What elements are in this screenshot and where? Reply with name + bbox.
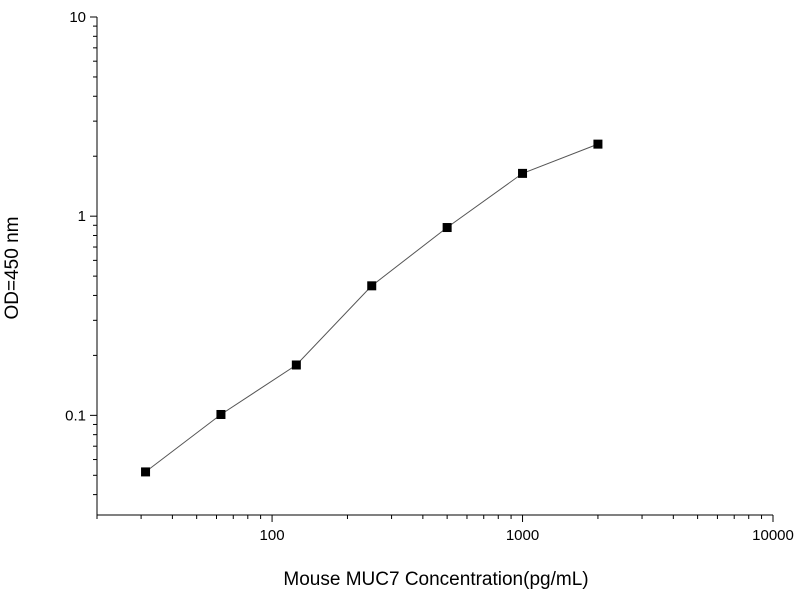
y-axis-title: OD=450 nm bbox=[2, 217, 23, 320]
x-tick-label: 10000 bbox=[752, 527, 794, 544]
y-tick-label: 10 bbox=[69, 9, 86, 26]
data-point bbox=[216, 409, 226, 419]
x-axis-title: Mouse MUC7 Concentration(pg/mL) bbox=[283, 569, 588, 590]
plot-area: 100 1000 10000 0.1 1 10 bbox=[65, 9, 794, 544]
y-axis-ticks: 0.1 1 10 bbox=[65, 9, 97, 496]
x-tick-label: 100 bbox=[260, 527, 285, 544]
y-tick-label: 0.1 bbox=[65, 407, 86, 424]
data-point bbox=[442, 223, 452, 233]
x-axis-ticks: 100 1000 10000 bbox=[96, 515, 794, 544]
data-point bbox=[518, 168, 528, 178]
data-point bbox=[593, 139, 603, 149]
data-point bbox=[367, 281, 377, 291]
series-line bbox=[145, 143, 599, 473]
series-layer bbox=[141, 139, 603, 477]
data-point bbox=[141, 467, 151, 477]
data-point bbox=[291, 360, 301, 370]
x-tick-label: 1000 bbox=[506, 527, 539, 544]
y-tick-label: 1 bbox=[78, 208, 86, 225]
